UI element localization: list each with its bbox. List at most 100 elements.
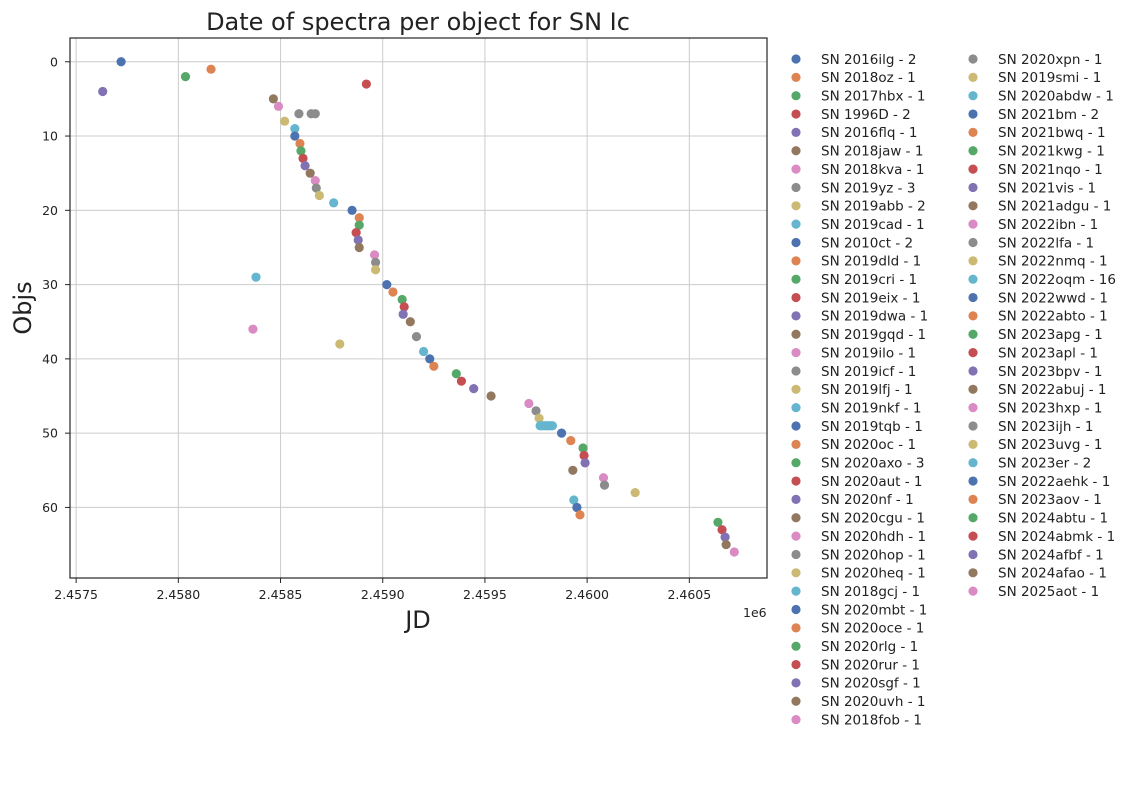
legend-marker (791, 182, 801, 193)
grid-lines (70, 38, 767, 578)
legend-label: SN 2016flq - 1 (821, 125, 917, 141)
legend-marker (791, 623, 801, 633)
legend-label: SN 2020oc - 1 (821, 437, 916, 453)
data-point (351, 228, 361, 238)
legend-label: SN 2020mbt - 1 (821, 602, 927, 618)
data-point (369, 250, 380, 260)
legend-label: SN 2024abmk - 1 (998, 529, 1115, 545)
legend-item: SN 2020nf - 1 (791, 492, 914, 508)
data-point (388, 287, 398, 297)
legend-item: SN 2020rlg - 1 (791, 639, 918, 655)
y-tick-label: 60 (42, 500, 58, 515)
x-tick-label: 2.4595 (463, 587, 507, 602)
legend-label: SN 2020hdh - 1 (821, 529, 926, 545)
legend-marker (968, 237, 978, 248)
legend-marker (968, 109, 978, 119)
legend-marker (791, 439, 801, 449)
legend-label: SN 2024abtu - 1 (998, 511, 1108, 527)
data-point (305, 168, 315, 178)
data-point (311, 183, 321, 193)
data-point (469, 383, 479, 394)
legend-marker (968, 182, 978, 193)
legend-item: SN 2019lfj - 1 (791, 382, 913, 398)
legend-label: SN 2019gqd - 1 (821, 327, 926, 343)
legend-marker (968, 568, 978, 578)
legend-marker (968, 476, 978, 486)
data-point (405, 317, 415, 327)
data-point (397, 294, 407, 305)
data-point (556, 428, 567, 438)
data-point (569, 495, 579, 505)
legend-label: SN 2022nmq - 1 (998, 254, 1108, 270)
y-tick-label: 30 (42, 277, 58, 292)
legend-label: SN 2019lfj - 1 (821, 382, 913, 398)
x-tick-label: 2.4590 (361, 587, 405, 602)
legend-item: SN 2019gqd - 1 (791, 327, 926, 343)
legend-label: SN 2020heq - 1 (821, 566, 926, 582)
legend-marker (968, 219, 978, 229)
legend-item: SN 2020oce - 1 (791, 621, 924, 637)
legend-marker (791, 72, 801, 82)
legend-label: SN 2018jaw - 1 (821, 144, 923, 160)
data-point (268, 94, 278, 104)
legend-label: SN 2023er - 2 (998, 456, 1091, 472)
legend-marker (968, 439, 978, 449)
data-point (579, 450, 589, 461)
legend-label: SN 2019ilo - 1 (821, 345, 916, 361)
data-point (251, 272, 261, 282)
legend-marker (968, 366, 978, 376)
x-tick-label: 2.4580 (156, 587, 200, 602)
data-point (347, 205, 357, 215)
data-point (370, 265, 381, 275)
legend-item: SN 2023ijh - 1 (968, 419, 1093, 435)
data-point (353, 235, 363, 245)
data-point (486, 391, 496, 401)
data-point (361, 79, 371, 89)
legend-marker (791, 494, 801, 504)
legend-label: SN 2019dwa - 1 (821, 309, 928, 325)
data-point (598, 473, 609, 483)
legend-label: SN 2020aut - 1 (821, 474, 922, 490)
legend-item: SN 2019dwa - 1 (791, 309, 928, 325)
legend-label: SN 2018oz - 1 (821, 70, 916, 86)
legend-item: SN 2020aut - 1 (791, 474, 922, 490)
legend-item: SN 2019icf - 1 (791, 364, 916, 380)
data-point (180, 72, 191, 82)
legend-item: SN 2019smi - 1 (968, 70, 1101, 86)
legend-label: SN 2022abuj - 1 (998, 382, 1107, 398)
data-point (566, 435, 576, 446)
data-point (295, 138, 305, 149)
legend-marker (791, 201, 801, 211)
y-tick-label: 20 (42, 203, 58, 218)
legend-item: SN 2020cgu - 1 (791, 511, 925, 527)
legend-item: SN 2010ct - 2 (791, 235, 913, 251)
legend-label: SN 2019eix - 1 (821, 290, 920, 306)
legend-label: SN 2022wwd - 1 (998, 290, 1108, 306)
legend-marker (791, 91, 801, 101)
legend-item: SN 2022ibn - 1 (968, 217, 1098, 233)
legend-label: SN 2023ijh - 1 (998, 419, 1093, 435)
data-point (296, 146, 306, 156)
data-point (721, 539, 731, 550)
legend-label: SN 2022ibn - 1 (998, 217, 1098, 233)
legend-marker (968, 513, 978, 523)
legend-label: SN 2022oqm - 16 (998, 272, 1116, 288)
legend-marker (791, 696, 801, 706)
legend-item: SN 2018gcj - 1 (791, 584, 920, 600)
legend-marker (968, 329, 978, 339)
data-point (273, 101, 284, 111)
legend-item: SN 2019abb - 2 (791, 199, 926, 215)
legend-item: SN 2024afbf - 1 (968, 547, 1104, 563)
legend-label: SN 2020oce - 1 (821, 621, 924, 637)
data-points (98, 57, 739, 557)
legend-item: SN 2025aot - 1 (968, 584, 1099, 600)
legend-label: SN 2022aehk - 1 (998, 474, 1110, 490)
legend: SN 2016ilg - 2 SN 2018oz - 1 SN 2017hbx - … (791, 52, 1116, 728)
legend-item: SN 2023bpv - 1 (968, 364, 1103, 380)
legend-item: SN 2021vis - 1 (968, 180, 1096, 196)
legend-marker (791, 274, 801, 284)
x-tick-label: 2.4605 (667, 587, 711, 602)
legend-item: SN 2022abuj - 1 (968, 382, 1107, 398)
legend-label: SN 2019tqb - 1 (821, 419, 923, 435)
